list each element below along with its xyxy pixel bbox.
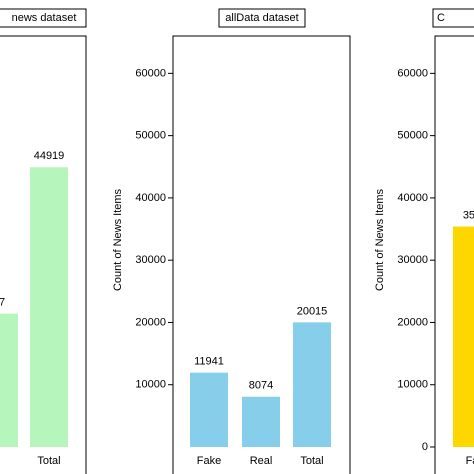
value-label: 354 — [463, 209, 474, 221]
bar — [293, 322, 331, 447]
bar — [30, 167, 68, 447]
y-axis-label: Count of News Items — [374, 188, 386, 291]
value-label: 17 — [0, 297, 5, 309]
bar — [190, 372, 228, 447]
y-tick-label: 10000 — [135, 379, 166, 391]
plot-frame — [172, 35, 351, 474]
y-tick-label: 60000 — [397, 67, 428, 79]
y-tick-label: 40000 — [135, 192, 166, 204]
y-tick-label: 50000 — [135, 130, 166, 142]
bar — [453, 226, 474, 447]
x-tick-label: Total — [300, 455, 323, 467]
plot-frame — [0, 35, 87, 474]
value-label: 11941 — [194, 356, 224, 368]
bar — [0, 313, 18, 447]
title-box — [0, 8, 87, 28]
chart-title: C — [437, 12, 445, 24]
y-tick-label: 50000 — [397, 130, 428, 142]
x-tick-label: Fa — [466, 455, 474, 467]
y-tick-label: 30000 — [397, 254, 428, 266]
y-tick-label: 30000 — [135, 254, 166, 266]
title-box — [432, 8, 474, 28]
y-tick-label: 0 — [422, 441, 428, 453]
value-label: 8074 — [249, 380, 273, 392]
x-tick-label: Total — [37, 455, 60, 467]
chart-title: news dataset — [12, 12, 77, 24]
x-tick-label: Real — [250, 455, 273, 467]
bar — [242, 396, 280, 447]
y-axis-label: Count of News Items — [112, 188, 124, 291]
value-label: 20015 — [297, 305, 328, 317]
y-tick-label: 20000 — [135, 316, 166, 328]
title-box — [218, 8, 306, 28]
y-tick-label: 20000 — [397, 316, 428, 328]
y-tick-label: 10000 — [397, 379, 428, 391]
chart-title: allData dataset — [225, 12, 298, 24]
plot-frame — [434, 35, 474, 474]
y-tick-label: 60000 — [135, 67, 166, 79]
value-label: 44919 — [34, 150, 65, 162]
y-tick-label: 40000 — [397, 192, 428, 204]
x-tick-label: Fake — [197, 455, 221, 467]
